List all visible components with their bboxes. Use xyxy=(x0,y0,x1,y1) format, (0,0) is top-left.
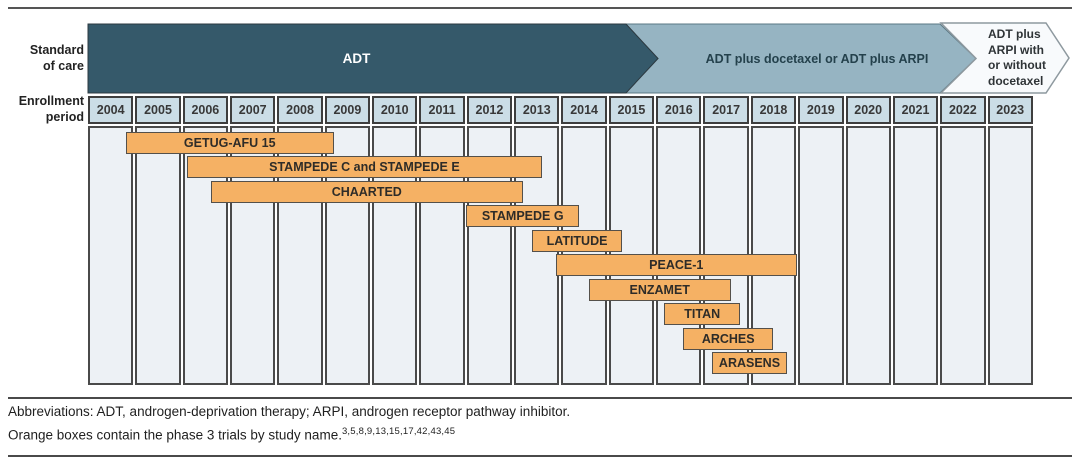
grid-column-2014 xyxy=(561,126,607,385)
right-arrow-line3: or without xyxy=(988,58,1046,72)
adt-plus-docetaxel-arrow-label: ADT plus docetaxel or ADT plus ARPI xyxy=(705,51,929,66)
year-cell-2015: 2015 xyxy=(608,96,655,124)
grid-column-2018 xyxy=(750,126,797,385)
timeline-grid xyxy=(88,126,1033,385)
grid-column-2013 xyxy=(514,126,560,385)
year-cell-2013: 2013 xyxy=(514,96,560,124)
grid-column-2010 xyxy=(372,126,418,385)
adt-arrow xyxy=(87,23,659,94)
top-rule xyxy=(8,7,1072,9)
year-cell-2020: 2020 xyxy=(845,96,891,124)
enrollment-line2: period xyxy=(45,110,84,124)
year-cell-2009: 2009 xyxy=(324,96,371,124)
grid-column-2011 xyxy=(419,126,465,385)
standard-of-care-label: Standard of care xyxy=(6,42,84,74)
grid-column-2021 xyxy=(892,126,939,385)
year-cell-2014: 2014 xyxy=(561,96,607,124)
grid-column-2008 xyxy=(277,126,323,385)
year-header-row: 2004 2005 2006 2007 2008 2009 2010 2011 2012 2013… xyxy=(88,96,1033,124)
standard-of-care-line1: Standard xyxy=(29,43,84,57)
grid-column-2006 xyxy=(182,126,229,385)
grid-column-2020 xyxy=(845,126,891,385)
grid-column-2017 xyxy=(703,126,749,385)
year-cell-2019: 2019 xyxy=(798,96,844,124)
enrollment-line1: Enrollment xyxy=(18,94,84,108)
year-cell-2018: 2018 xyxy=(750,96,797,124)
year-cell-2005: 2005 xyxy=(135,96,181,124)
grid-column-2007 xyxy=(230,126,276,385)
grid-column-2009 xyxy=(324,126,371,385)
year-cell-2022: 2022 xyxy=(940,96,986,124)
right-arrow-line2: ARPI with xyxy=(988,42,1044,57)
orange-boxes-footnote-text: Orange boxes contain the phase 3 trials … xyxy=(8,427,342,443)
year-cell-2023: 2023 xyxy=(987,96,1033,124)
year-cell-2021: 2021 xyxy=(892,96,939,124)
grid-column-2005 xyxy=(135,126,181,385)
grid-column-2012 xyxy=(466,126,513,385)
grid-column-2019 xyxy=(798,126,844,385)
grid-column-2023 xyxy=(987,126,1033,385)
year-cell-2008: 2008 xyxy=(277,96,323,124)
year-cell-2010: 2010 xyxy=(372,96,418,124)
grid-column-2016 xyxy=(656,126,702,385)
year-cell-2011: 2011 xyxy=(419,96,465,124)
year-cell-2012: 2012 xyxy=(466,96,513,124)
standard-of-care-line2: of care xyxy=(43,59,84,73)
right-arrow-line4: docetaxel xyxy=(988,73,1044,88)
reference-superscript: 3,5,8,9,13,15,17,42,43,45 xyxy=(341,426,456,437)
mid-rule xyxy=(8,397,1072,399)
year-cell-2016: 2016 xyxy=(656,96,702,124)
right-arrow-line1: ADT plus xyxy=(988,27,1041,41)
bottom-rule xyxy=(8,455,1072,457)
adt-arrow-label: ADT xyxy=(342,51,371,66)
adt-plus-arpi-arrow-label: ADT plus ARPI with or without docetaxel xyxy=(988,27,1070,89)
standard-of-care-banner xyxy=(87,22,1070,94)
year-cell-2017: 2017 xyxy=(703,96,749,124)
grid-column-2015 xyxy=(608,126,655,385)
grid-column-2022 xyxy=(940,126,986,385)
year-cell-2004: 2004 xyxy=(88,96,134,124)
year-cell-2006: 2006 xyxy=(182,96,229,124)
enrollment-period-label: Enrollment period xyxy=(6,93,84,125)
abbreviations-footnote: Abbreviations: ADT, androgen-deprivation… xyxy=(8,404,571,419)
adt-plus-arpi-arrow xyxy=(939,22,1070,94)
grid-column-2004 xyxy=(88,126,134,385)
orange-boxes-footnote: Orange boxes contain the phase 3 trials … xyxy=(8,426,455,443)
year-cell-2007: 2007 xyxy=(230,96,276,124)
